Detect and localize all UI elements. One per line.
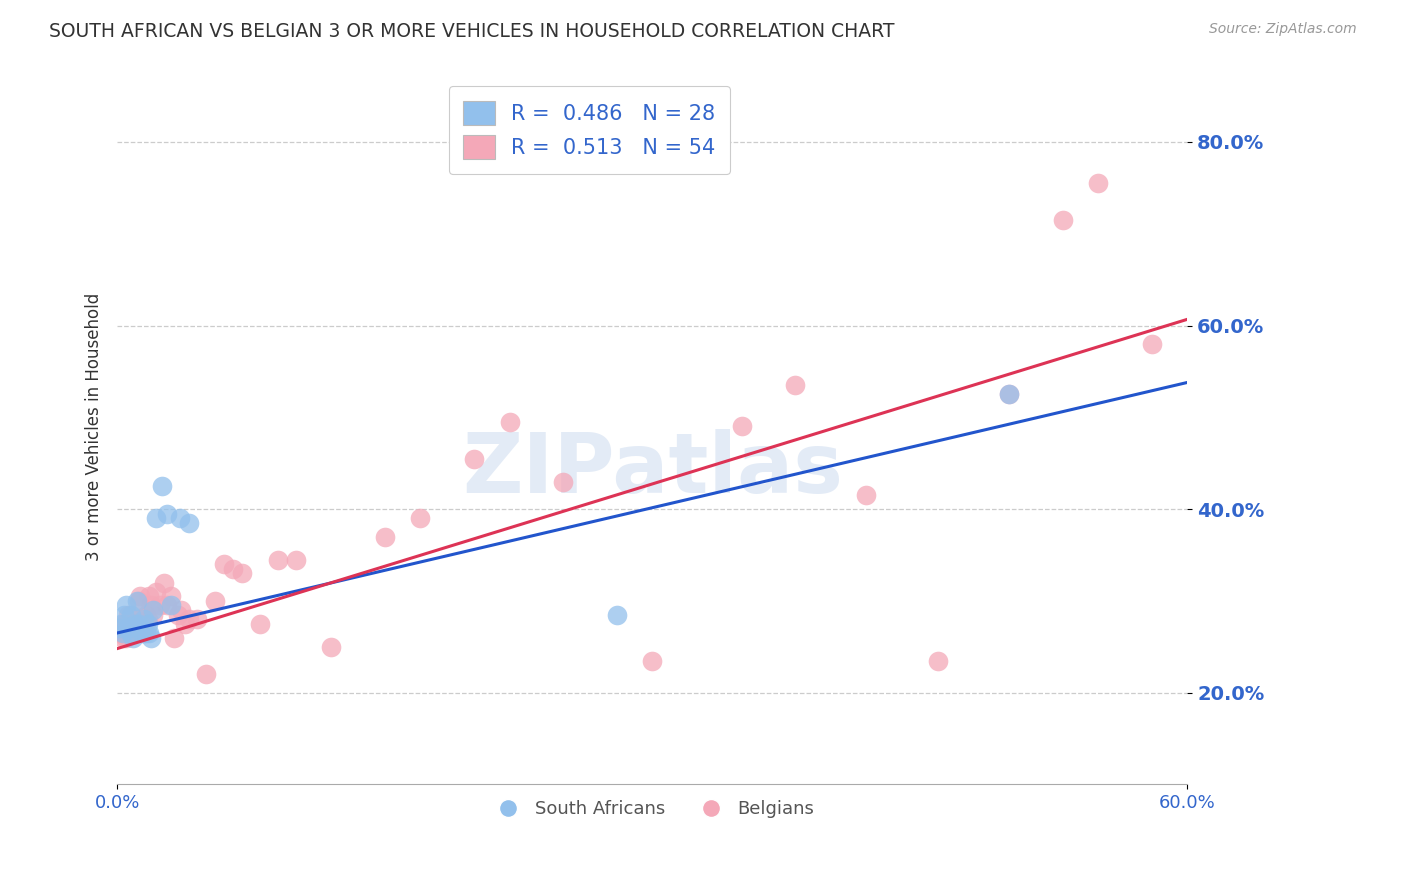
Point <box>927 653 949 667</box>
Point <box>115 599 138 613</box>
Point <box>783 378 806 392</box>
Point <box>136 612 159 626</box>
Point <box>139 631 162 645</box>
Point <box>145 584 167 599</box>
Point <box>606 607 628 622</box>
Point <box>855 488 877 502</box>
Point <box>222 562 245 576</box>
Point <box>118 626 141 640</box>
Point <box>159 599 181 613</box>
Point <box>128 616 150 631</box>
Point <box>110 626 132 640</box>
Point <box>498 415 520 429</box>
Point <box>159 589 181 603</box>
Point <box>553 475 575 489</box>
Point <box>128 594 150 608</box>
Point <box>463 451 485 466</box>
Point <box>177 516 200 530</box>
Point <box>135 607 157 622</box>
Point <box>195 667 218 681</box>
Y-axis label: 3 or more Vehicles in Household: 3 or more Vehicles in Household <box>86 293 103 560</box>
Point <box>132 612 155 626</box>
Point <box>129 621 152 635</box>
Point <box>730 419 752 434</box>
Point <box>152 575 174 590</box>
Point <box>110 616 132 631</box>
Point <box>108 621 131 635</box>
Point <box>1052 213 1074 227</box>
Point <box>108 621 131 635</box>
Point <box>374 530 396 544</box>
Text: SOUTH AFRICAN VS BELGIAN 3 OR MORE VEHICLES IN HOUSEHOLD CORRELATION CHART: SOUTH AFRICAN VS BELGIAN 3 OR MORE VEHIC… <box>49 22 894 41</box>
Point <box>186 612 208 626</box>
Point <box>125 612 148 626</box>
Point <box>145 511 167 525</box>
Point <box>170 603 193 617</box>
Point <box>131 616 153 631</box>
Point <box>267 552 290 566</box>
Point <box>136 616 159 631</box>
Point <box>177 612 200 626</box>
Text: ZIPatlas: ZIPatlas <box>461 429 842 510</box>
Point <box>284 552 307 566</box>
Point <box>129 589 152 603</box>
Point <box>135 626 157 640</box>
Point <box>132 626 155 640</box>
Point <box>120 607 142 622</box>
Point <box>111 631 134 645</box>
Point <box>998 387 1021 401</box>
Point <box>124 616 146 631</box>
Point <box>641 653 664 667</box>
Point <box>139 599 162 613</box>
Point <box>115 631 138 645</box>
Point <box>111 626 134 640</box>
Legend: South Africans, Belgians: South Africans, Belgians <box>482 793 821 825</box>
Point <box>138 626 160 640</box>
Point <box>142 607 165 622</box>
Point <box>149 599 172 613</box>
Point <box>120 616 142 631</box>
Point <box>122 626 145 640</box>
Point <box>998 387 1021 401</box>
Point <box>138 589 160 603</box>
Point <box>122 631 145 645</box>
Point <box>249 616 271 631</box>
Point <box>118 621 141 635</box>
Point <box>112 616 135 631</box>
Point <box>125 594 148 608</box>
Point <box>204 594 226 608</box>
Point <box>112 607 135 622</box>
Point <box>212 557 235 571</box>
Point <box>231 566 253 581</box>
Point <box>117 621 139 635</box>
Point <box>156 599 179 613</box>
Point <box>131 626 153 640</box>
Point <box>1087 176 1109 190</box>
Point <box>166 607 188 622</box>
Point <box>321 640 343 654</box>
Point <box>124 616 146 631</box>
Point <box>163 631 186 645</box>
Point <box>156 507 179 521</box>
Point <box>150 479 173 493</box>
Point <box>117 607 139 622</box>
Point <box>1140 337 1163 351</box>
Point <box>142 603 165 617</box>
Point <box>409 511 432 525</box>
Point <box>169 511 191 525</box>
Point <box>174 616 197 631</box>
Text: Source: ZipAtlas.com: Source: ZipAtlas.com <box>1209 22 1357 37</box>
